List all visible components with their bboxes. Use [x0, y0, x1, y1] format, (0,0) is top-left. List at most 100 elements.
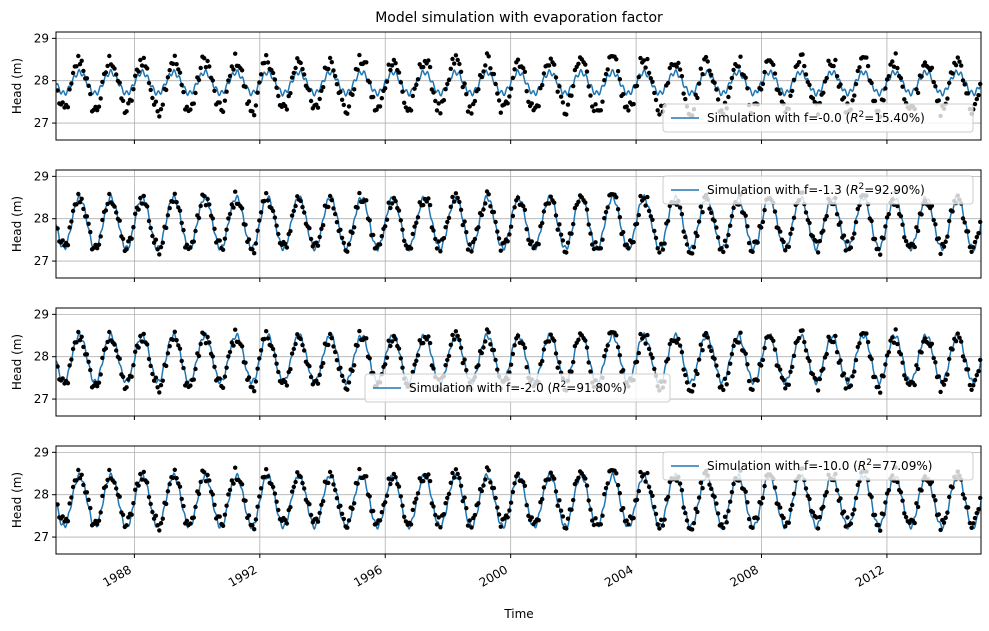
- observation-point: [722, 376, 728, 381]
- observation-point: [469, 249, 474, 254]
- observation-point: [729, 351, 735, 357]
- observation-point: [402, 238, 407, 243]
- observation-point: [522, 483, 528, 488]
- observation-point: [486, 468, 491, 473]
- observation-point: [408, 108, 414, 113]
- observation-point: [760, 495, 766, 501]
- observation-point: [677, 205, 683, 210]
- observation-point: [584, 345, 590, 350]
- observation-point: [912, 520, 917, 526]
- observation-point: [815, 526, 821, 531]
- observation-point: [107, 53, 112, 59]
- observation-point: [914, 225, 919, 230]
- observation-point: [164, 501, 169, 507]
- observation-point: [653, 511, 659, 517]
- y-axis-title: Head (m): [10, 196, 24, 252]
- observation-point: [469, 525, 474, 530]
- observation-point: [481, 345, 486, 350]
- observation-point: [79, 334, 84, 339]
- observation-point: [496, 512, 502, 517]
- observation-point: [146, 218, 152, 224]
- observation-point: [950, 347, 955, 352]
- observation-point: [626, 246, 631, 251]
- observation-point: [258, 486, 264, 491]
- observation-point: [848, 245, 854, 250]
- observation-point: [155, 523, 160, 528]
- observation-point: [426, 58, 431, 63]
- observation-point: [396, 208, 402, 213]
- observation-point: [641, 472, 647, 477]
- observation-point: [950, 71, 955, 76]
- observation-point: [781, 377, 786, 383]
- observation-point: [648, 214, 653, 219]
- observation-point: [831, 63, 836, 69]
- observation-point: [869, 218, 874, 224]
- observation-point: [700, 210, 705, 215]
- observation-point: [88, 91, 93, 97]
- observation-point: [231, 343, 236, 348]
- observation-point: [107, 191, 112, 197]
- observation-point: [464, 506, 469, 511]
- observation-point: [719, 522, 724, 527]
- observation-point: [103, 484, 109, 489]
- observation-point: [226, 78, 231, 83]
- observation-point: [436, 515, 441, 520]
- observation-point: [965, 91, 971, 96]
- observation-point: [665, 494, 671, 500]
- observation-point: [852, 93, 857, 98]
- observation-point: [783, 524, 788, 529]
- observation-point: [434, 522, 440, 527]
- observation-point: [460, 84, 465, 90]
- observation-point: [65, 381, 71, 386]
- observation-point: [536, 242, 541, 247]
- observation-point: [146, 494, 152, 500]
- observation-point: [253, 517, 259, 522]
- observation-point: [781, 515, 786, 521]
- observation-point: [165, 213, 171, 218]
- observation-point: [184, 380, 190, 385]
- observation-point: [69, 495, 74, 500]
- observation-point: [643, 479, 648, 484]
- observation-point: [712, 356, 717, 361]
- observation-point: [652, 228, 657, 234]
- observation-point: [648, 76, 653, 81]
- observation-point: [345, 525, 350, 530]
- observation-point: [955, 331, 960, 336]
- observation-point: [326, 342, 331, 348]
- observation-point: [602, 78, 607, 83]
- observation-point: [253, 379, 259, 384]
- observation-point: [357, 466, 362, 472]
- observation-point: [136, 207, 141, 212]
- observation-point: [722, 514, 728, 519]
- observation-point: [624, 242, 629, 247]
- observation-point: [276, 369, 281, 375]
- axes-frame: [55, 307, 982, 417]
- observation-point: [498, 524, 503, 529]
- observation-point: [191, 515, 196, 520]
- observation-point: [202, 470, 207, 475]
- observation-point: [384, 355, 390, 360]
- observation-point: [815, 388, 821, 393]
- observation-point: [943, 377, 948, 382]
- observation-point: [507, 508, 512, 513]
- observation-point: [295, 194, 300, 199]
- observation-point: [319, 364, 324, 369]
- observation-point: [76, 467, 81, 473]
- observation-point: [371, 232, 376, 238]
- observation-point: [536, 518, 541, 523]
- observation-point: [929, 203, 935, 208]
- observation-point: [783, 248, 788, 253]
- observation-point: [274, 361, 279, 366]
- observation-point: [743, 351, 748, 356]
- observation-point: [131, 501, 136, 506]
- observation-point: [634, 359, 640, 364]
- observation-point: [164, 363, 169, 369]
- observation-point: [759, 225, 764, 230]
- observation-point: [555, 503, 560, 508]
- observation-point: [391, 471, 397, 477]
- observation-point: [455, 195, 460, 201]
- observation-point: [945, 372, 950, 377]
- observation-point: [146, 80, 152, 86]
- y-tick-label: 27: [34, 254, 49, 268]
- observation-point: [445, 219, 450, 225]
